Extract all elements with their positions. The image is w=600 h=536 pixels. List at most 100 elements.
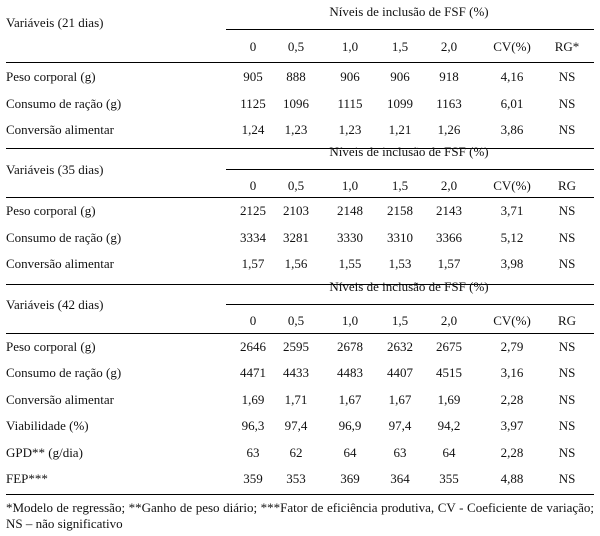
table-cell: 4407 <box>387 365 413 380</box>
table-cell: 1125 <box>240 96 266 111</box>
table-cell: NS <box>558 445 576 460</box>
table-cell: 2595 <box>283 339 309 354</box>
column-header: RG* <box>554 39 580 54</box>
table-row-label: GPD** (g/dia) <box>6 445 83 460</box>
table-cell: 1163 <box>436 96 462 111</box>
table-cell: 63 <box>393 445 407 460</box>
table-cell: 2,28 <box>500 392 524 407</box>
table-cell: 1,67 <box>338 392 362 407</box>
column-header: CV(%) <box>493 39 531 54</box>
table-cell: 4,88 <box>500 471 524 486</box>
table-cell: 94,2 <box>437 418 461 433</box>
table-row-label: Peso corporal (g) <box>6 339 96 354</box>
column-header: 2,0 <box>440 313 458 328</box>
table-cell: 2675 <box>436 339 462 354</box>
table-cell: 2143 <box>436 203 462 218</box>
table-row-label: FEP*** <box>6 471 48 486</box>
table-cell: NS <box>558 471 576 486</box>
column-header: RG <box>557 178 577 193</box>
column-header: 0 <box>249 39 257 54</box>
table-row-label: Consumo de ração (g) <box>6 365 122 380</box>
column-header: 2,0 <box>440 39 458 54</box>
table-row-label: Conversão alimentar <box>6 122 114 137</box>
column-header: 1,0 <box>341 39 359 54</box>
table-cell: 1,26 <box>437 122 461 137</box>
table-cell: NS <box>558 230 576 245</box>
table-cell: NS <box>558 365 576 380</box>
table-cell: 1115 <box>337 96 363 111</box>
table-cell: 3,71 <box>500 203 524 218</box>
table-cell: 97,4 <box>284 418 308 433</box>
table-row-label: Conversão alimentar <box>6 392 114 407</box>
column-header: 0,5 <box>287 178 305 193</box>
levels-header: Níveis de inclusão de FSF (%) <box>329 4 489 19</box>
table-cell: 3334 <box>240 230 266 245</box>
table-cell: 1,69 <box>241 392 265 407</box>
column-header: 1,0 <box>341 178 359 193</box>
table-cell: 906 <box>340 69 360 84</box>
table-cell: 1,23 <box>284 122 308 137</box>
table-cell: NS <box>558 418 576 433</box>
table-cell: 1,23 <box>338 122 362 137</box>
table-cell: 3,86 <box>500 122 524 137</box>
table-cell: 355 <box>439 471 459 486</box>
column-header: 1,0 <box>341 313 359 328</box>
column-header: 1,5 <box>391 178 409 193</box>
table-cell: 96,9 <box>338 418 362 433</box>
table-cell: 2148 <box>337 203 363 218</box>
table-cell: 2632 <box>387 339 413 354</box>
table-cell: 1,69 <box>437 392 461 407</box>
table-cell: 888 <box>286 69 306 84</box>
column-header: 0 <box>249 313 257 328</box>
table-cell: 4433 <box>283 365 309 380</box>
section-variables-label: Variáveis (35 dias) <box>6 162 104 177</box>
table-cell: 1,55 <box>338 256 362 271</box>
table-cell: 918 <box>439 69 459 84</box>
column-header: CV(%) <box>493 178 531 193</box>
table-cell: 1,53 <box>388 256 412 271</box>
section-variables-label: Variáveis (42 dias) <box>6 297 104 312</box>
column-header-rule <box>6 197 594 198</box>
table-cell: NS <box>558 69 576 84</box>
section-rule <box>6 494 594 495</box>
column-header: 0,5 <box>287 313 305 328</box>
table-footnote: *Modelo de regressão; **Ganho de peso di… <box>6 500 594 531</box>
table-cell: 4,16 <box>500 69 524 84</box>
table-cell: 2678 <box>337 339 363 354</box>
table-cell: 2,79 <box>500 339 524 354</box>
column-header: 0,5 <box>287 39 305 54</box>
table-cell: 3330 <box>337 230 363 245</box>
table-cell: 1,24 <box>241 122 265 137</box>
table-cell: 3310 <box>387 230 413 245</box>
column-header: 0 <box>249 178 257 193</box>
table-cell: NS <box>558 256 576 271</box>
table-cell: 2,28 <box>500 445 524 460</box>
table-cell: 64 <box>442 445 456 460</box>
table-row-label: Consumo de ração (g) <box>6 230 122 245</box>
table-cell: 63 <box>246 445 260 460</box>
table-cell: NS <box>558 392 576 407</box>
column-header: 2,0 <box>440 178 458 193</box>
levels-rule <box>226 29 594 30</box>
table-cell: 64 <box>343 445 357 460</box>
table-cell: NS <box>558 96 576 111</box>
table-cell: 3,97 <box>500 418 524 433</box>
levels-rule <box>226 304 594 305</box>
table-cell: 353 <box>286 471 306 486</box>
table-cell: 5,12 <box>500 230 524 245</box>
section-rule <box>6 148 594 149</box>
table-cell: 1099 <box>387 96 413 111</box>
table-cell: 2125 <box>240 203 266 218</box>
column-header-rule <box>6 333 594 334</box>
table-cell: 2103 <box>283 203 309 218</box>
table-cell: NS <box>558 339 576 354</box>
table-cell: 3,16 <box>500 365 524 380</box>
table-cell: 3,98 <box>500 256 524 271</box>
table-row-label: Conversão alimentar <box>6 256 114 271</box>
table-cell: 6,01 <box>500 96 524 111</box>
table-cell: 97,4 <box>388 418 412 433</box>
table-cell: 369 <box>340 471 360 486</box>
column-header: 1,5 <box>391 39 409 54</box>
table-cell: 1,67 <box>388 392 412 407</box>
